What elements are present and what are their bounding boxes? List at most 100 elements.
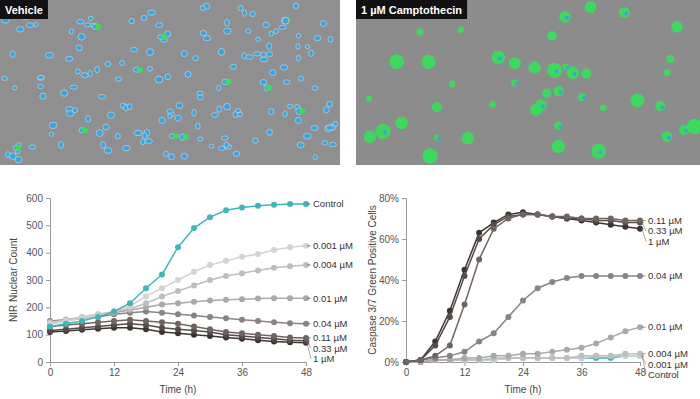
marker xyxy=(47,323,53,329)
legend: 0.11 µM0.33 µM1 µM0.04 µM0.01 µM0.004 µM… xyxy=(642,215,688,380)
cell xyxy=(256,37,261,41)
series-line xyxy=(50,204,306,326)
apoptotic-cell xyxy=(95,24,101,30)
marker xyxy=(271,333,277,339)
cell xyxy=(295,117,301,123)
tick-mark xyxy=(46,280,50,281)
cell xyxy=(299,76,304,81)
cell xyxy=(233,151,240,156)
marker xyxy=(207,326,213,332)
cell xyxy=(600,105,607,112)
cell xyxy=(181,50,187,56)
cell xyxy=(127,104,132,110)
cell xyxy=(88,70,92,77)
marker xyxy=(239,317,245,323)
cell xyxy=(185,71,191,77)
cell xyxy=(329,142,336,147)
marker xyxy=(159,272,165,278)
marker xyxy=(476,257,482,263)
cell xyxy=(148,10,156,15)
tick-label: 48 xyxy=(301,367,313,378)
tick: 200 xyxy=(26,302,50,313)
cell xyxy=(134,130,142,135)
apoptotic-cell xyxy=(15,145,21,151)
cell xyxy=(120,61,125,66)
marker xyxy=(159,310,165,316)
apoptotic-cell xyxy=(82,127,88,133)
cell xyxy=(320,20,326,26)
tick-mark xyxy=(46,198,50,199)
marker xyxy=(223,273,229,279)
cell xyxy=(547,63,562,78)
cell xyxy=(426,153,434,161)
cell xyxy=(328,36,333,42)
marker xyxy=(432,343,438,349)
marker xyxy=(287,201,293,207)
cell xyxy=(78,33,85,40)
cell xyxy=(38,75,44,79)
legend-label: 0.04 µM xyxy=(648,270,683,281)
cell xyxy=(269,108,274,114)
marker xyxy=(593,273,599,279)
marker xyxy=(403,359,409,365)
cell xyxy=(176,103,183,109)
marker xyxy=(175,300,181,306)
tick: 24 xyxy=(518,362,530,378)
cell xyxy=(2,76,8,80)
marker xyxy=(191,299,197,305)
marker xyxy=(535,211,541,217)
marker xyxy=(239,254,245,260)
axis-line xyxy=(46,199,51,363)
cell xyxy=(17,27,24,32)
cell xyxy=(203,36,210,41)
tick-label: 80% xyxy=(379,193,399,204)
marker xyxy=(271,202,277,208)
marker xyxy=(564,355,570,361)
series-line xyxy=(406,214,640,362)
cell xyxy=(181,153,188,159)
leader-line xyxy=(307,298,311,299)
leader-line xyxy=(307,204,311,205)
tick: 48 xyxy=(301,362,313,378)
cell xyxy=(75,69,80,74)
cell xyxy=(159,117,166,123)
cell xyxy=(416,28,423,35)
plot-area xyxy=(403,209,643,365)
marker xyxy=(564,275,570,281)
cell xyxy=(553,86,564,97)
tick: 20% xyxy=(379,316,406,327)
cell xyxy=(314,35,321,40)
marker xyxy=(579,353,585,359)
cell xyxy=(260,79,267,85)
cell xyxy=(224,142,229,148)
cell xyxy=(509,57,521,69)
marker xyxy=(255,267,261,273)
cell xyxy=(129,18,134,23)
legend-label: Control xyxy=(648,369,679,380)
tick-label: 36 xyxy=(237,367,249,378)
marker xyxy=(223,258,229,264)
cell xyxy=(45,52,53,58)
marker xyxy=(608,273,614,279)
marker xyxy=(223,315,229,321)
marker xyxy=(175,321,181,327)
marker xyxy=(207,277,213,283)
marker xyxy=(287,320,293,326)
cell xyxy=(169,154,175,160)
cell xyxy=(461,132,474,145)
legend-label: 0.01 µM xyxy=(648,321,683,332)
marker xyxy=(143,293,149,299)
apoptotic-cell xyxy=(137,67,143,73)
x-axis-title: Time (h) xyxy=(160,384,197,395)
tick: 400 xyxy=(26,247,50,258)
cell xyxy=(267,129,273,135)
cell xyxy=(230,64,237,69)
cell xyxy=(155,76,163,83)
cell xyxy=(123,146,130,151)
cell xyxy=(581,69,591,79)
cell xyxy=(434,135,440,141)
tick: 0 xyxy=(48,362,54,378)
legend-label: 0.004 µM xyxy=(313,259,353,270)
cell xyxy=(142,133,146,140)
marker xyxy=(159,293,165,299)
